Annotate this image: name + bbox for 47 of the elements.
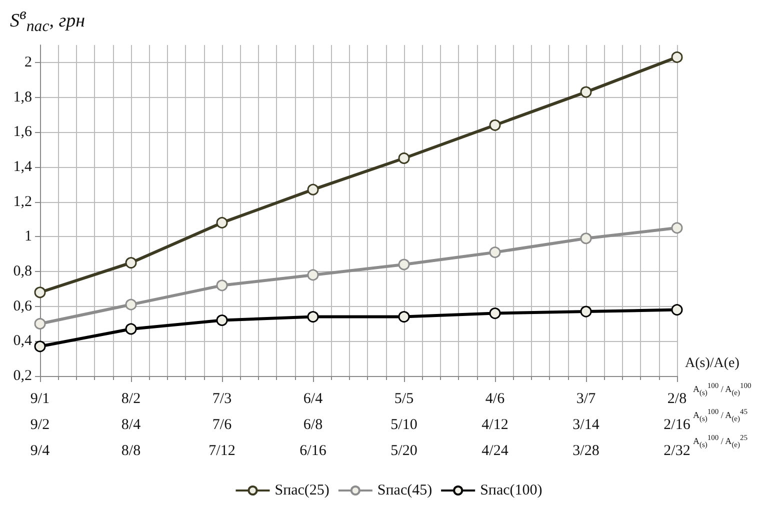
point <box>125 298 137 310</box>
point <box>489 246 501 258</box>
point <box>216 280 228 292</box>
y-tick-label: 1,2 <box>13 194 32 210</box>
y-tick-label: 0,8 <box>13 263 32 280</box>
point <box>34 286 46 298</box>
point <box>671 51 683 63</box>
point <box>671 222 683 234</box>
x-tick-label: 6/4 6/8 6/16 <box>300 391 327 459</box>
x-tick-label: 4/6 4/12 4/24 <box>482 391 509 459</box>
legend-label: Sпас(45) <box>377 482 432 498</box>
point <box>216 216 228 228</box>
point <box>580 306 592 318</box>
y-axis-title: S$^{в}$$_{пас}$, грн <box>10 6 86 36</box>
point <box>580 232 592 244</box>
y-tick-label: 0,2 <box>13 368 32 384</box>
point <box>398 311 410 323</box>
point <box>580 86 592 98</box>
point <box>398 152 410 164</box>
x-tick-label: 7/3 7/6 7/12 <box>208 391 236 459</box>
y-tick-label: 2 <box>24 54 32 70</box>
point <box>34 318 46 330</box>
point <box>34 340 46 352</box>
point <box>398 258 410 270</box>
point <box>216 314 228 326</box>
x-tick-label: 8/2 8/4 8/8 <box>121 391 142 459</box>
y-tick-label: 1,4 <box>13 158 32 175</box>
point <box>307 311 319 323</box>
legend-label: Sпас(25) <box>274 482 330 498</box>
x-tick-label: 3/7 3/14 3/28 <box>572 391 600 459</box>
y-tick-label: 0,4 <box>13 333 32 350</box>
point <box>489 308 501 320</box>
y-tick-label: 0,6 <box>13 298 32 314</box>
y-tick-label: 1,8 <box>13 89 32 106</box>
y-tick-label: 1,6 <box>13 124 32 140</box>
x-tick-label: 5/5 5/10 5/20 <box>390 391 418 459</box>
point <box>125 323 137 335</box>
x-axis-title: A(s)/A(e) <box>685 356 740 372</box>
x-tick-label: 2/8 2/16 2/32 <box>664 391 691 459</box>
point <box>489 119 501 131</box>
point <box>671 304 683 316</box>
x-tick-label: 9/1 9/2 9/4 <box>30 391 50 459</box>
point <box>307 184 319 196</box>
point <box>307 269 319 281</box>
y-tick-label: 1 <box>24 228 32 245</box>
legend-label: Sпас(100) <box>480 482 542 498</box>
point <box>125 257 137 269</box>
